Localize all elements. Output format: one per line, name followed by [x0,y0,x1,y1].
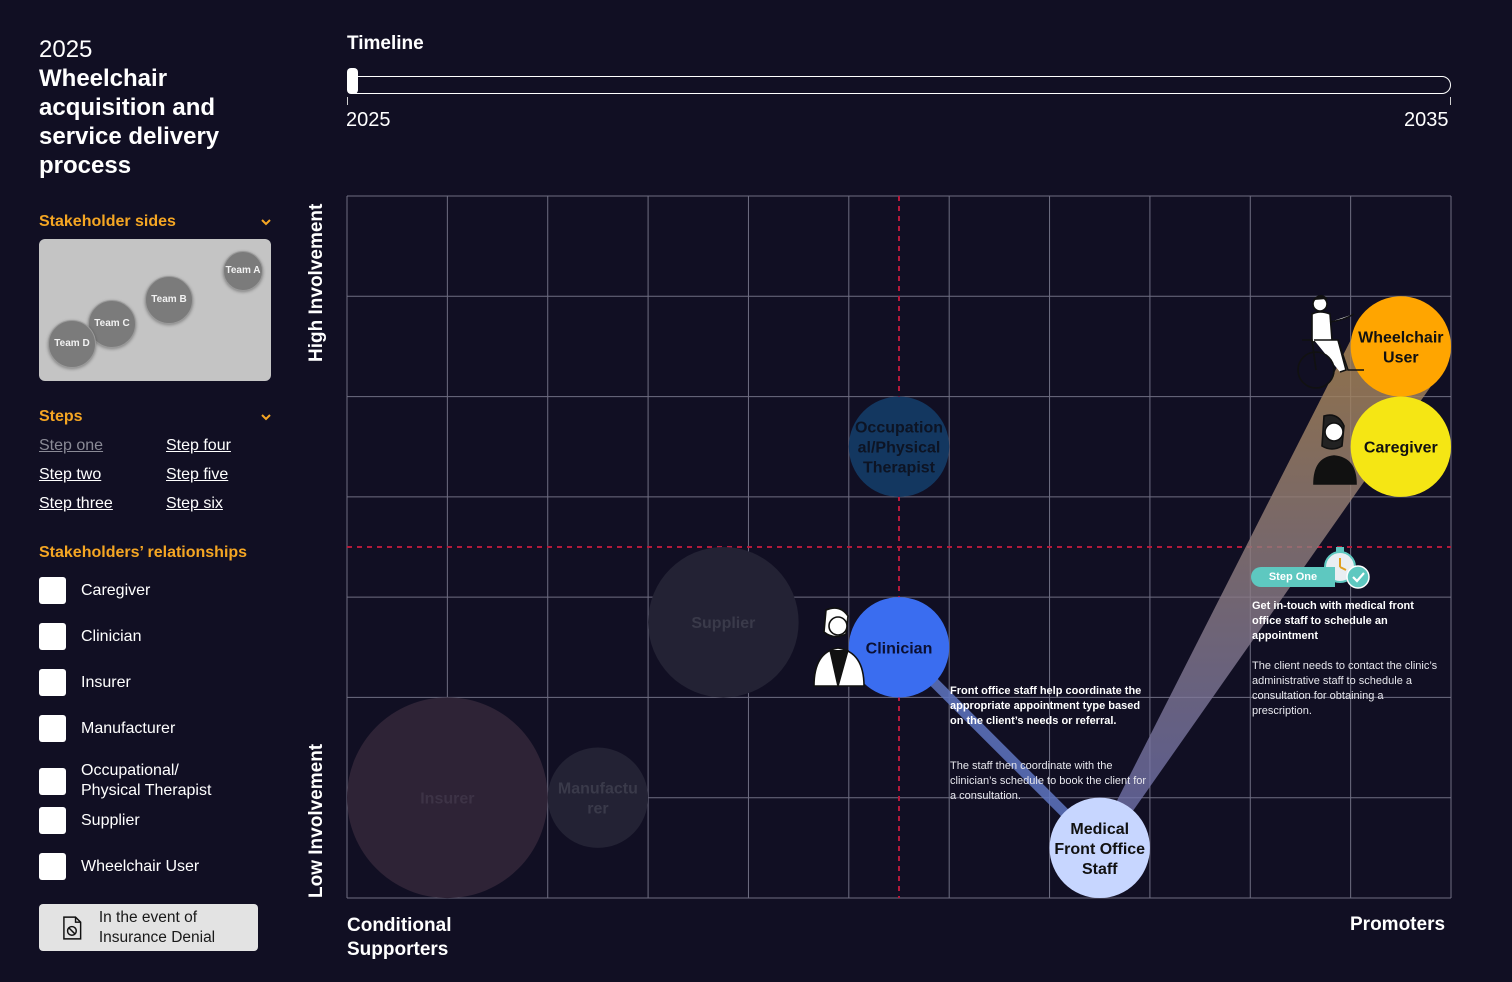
insurance-denial-button[interactable]: In the event of Insurance Denial [39,904,258,951]
relationship-supplier[interactable]: Supplier [39,807,231,834]
steps-toggle[interactable]: Steps [39,408,271,426]
chevron-down-icon [261,414,271,421]
bubble-circle [648,546,799,698]
therapist-checkbox[interactable] [39,767,66,795]
year-label: 2025 [39,36,93,63]
timeline-slider-handle[interactable] [347,68,358,94]
supplier-label: Supplier [81,811,140,829]
step-one-annotation-heading: Get in-touch with medical front office s… [1252,600,1414,642]
insurer-checkbox[interactable] [39,669,66,696]
stakeholder-sides-heading: Stakeholder sides [39,213,176,230]
x-axis-right-label: Promoters [1350,914,1446,935]
timeline-end-label: 2035 [1404,109,1449,131]
clinician-label: Clinician [81,627,142,645]
timeline-start-label: 2025 [346,109,391,131]
bubble-label: Supplier [691,615,755,632]
team-b-bubble[interactable]: Team B [145,276,193,324]
timeline-start-tick [347,97,348,105]
step-five-link[interactable]: Step five [166,466,229,483]
relationship-caregiver[interactable]: Caregiver [39,577,231,604]
relationship-therapist[interactable]: Occupational/ Physical Therapist [39,761,231,801]
bubble-label: Staff [1082,861,1118,878]
relationship-manufacturer[interactable]: Manufacturer [39,715,231,742]
therapist-label: Occupational/ Physical Therapist [81,762,212,799]
bubble-label: al/Physical [858,440,941,457]
bubble-insurer[interactable]: Insurer [347,697,548,899]
bubble-circle [848,396,950,497]
relationship-insurer[interactable]: Insurer [39,669,231,696]
front-office-annotation-body: The staff then coordinate with the clini… [950,760,1147,802]
relationship-clinician[interactable]: Clinician [39,623,231,650]
bubble-circle [1049,797,1150,899]
bubble-label: Front Office [1054,841,1145,858]
relationships-heading: Stakeholders’ relationships [39,544,248,561]
bubble-label: Manufactu [558,781,638,798]
step-three-link[interactable]: Step three [39,495,113,512]
team-a-bubble[interactable]: Team A [223,251,263,291]
bubble-caregiver[interactable]: Caregiver [1350,396,1452,497]
step-four-link[interactable]: Step four [166,437,231,454]
bubble-label: Occupation [855,420,943,437]
bubble-wheelchair-user[interactable]: Wheelchair User [1350,296,1452,397]
step-one-link[interactable]: Step one [39,437,104,454]
manufacturer-checkbox[interactable] [39,715,66,742]
relationship-wheelchair-user[interactable]: Wheelchair User [39,853,231,880]
bubble-label: Clinician [866,640,933,657]
team-d-bubble[interactable]: Team D [48,320,96,368]
steps-heading: Steps [39,408,83,425]
chart-grid [346,195,1452,899]
bubble-occupational-physical-therapist[interactable]: Occupation al/Physical Therapist [848,396,950,497]
bubble-label: rer [587,801,608,818]
team-c-bubble[interactable]: Team C [88,300,136,348]
bubble-label: User [1383,349,1419,366]
bubble-label: Medical [1070,821,1129,838]
bubble-label: Insurer [420,791,474,808]
y-axis-low-label: Low Involvement [306,743,327,898]
bubble-label: Caregiver [1364,440,1438,457]
step-one-annotation-body: The client needs to contact the clinic’s… [1252,660,1438,717]
document-block-icon [63,915,82,940]
stakeholder-sides-panel: Team A Team B Team C Team D [39,239,271,381]
timeline-title: Timeline [347,33,424,54]
clinician-illustration [813,607,865,687]
insurer-label: Insurer [81,673,131,691]
bubble-layer: Wheelchair User Caregiver Occupation al/Phys… [347,296,1452,899]
x-axis-left-label: Conditional Supporters [347,915,452,960]
supplier-checkbox[interactable] [39,807,66,834]
clinician-checkbox[interactable] [39,623,66,650]
timeline-end-tick [1450,97,1451,105]
step-six-link[interactable]: Step six [166,495,223,512]
bubble-circle [1350,396,1452,497]
bubble-label: Wheelchair [1358,329,1443,346]
bubble-medical-front-office-staff[interactable]: Medical Front Office Staff [1049,797,1150,899]
page-title: Wheelchair acquisition and service deliv… [39,65,220,179]
connection-beam [895,643,1104,852]
bubble-supplier[interactable]: Supplier [648,546,799,698]
bubble-circle [1350,296,1452,397]
stakeholder-sides-toggle[interactable]: Stakeholder sides [39,213,271,231]
manufacturer-label: Manufacturer [81,719,176,737]
chevron-down-icon [261,219,271,226]
step-two-link[interactable]: Step two [39,466,102,483]
caregiver-checkbox[interactable] [39,577,66,604]
bubble-manufacturer[interactable]: Manufactu rer [547,747,649,848]
wheelchair-user-checkbox[interactable] [39,853,66,880]
wheelchair-user-label: Wheelchair User [81,857,200,875]
timeline-track[interactable] [347,76,1451,94]
bubble-circle [347,697,548,899]
caregiver-illustration [1313,414,1357,485]
caregiver-label: Caregiver [81,581,151,599]
wheelchair-user-illustration [1297,294,1364,389]
bubble-circle [547,747,649,848]
front-office-annotation-heading: Front office staff help coordinate the a… [950,685,1142,727]
bubble-circle [848,597,950,698]
y-axis-high-label: High Involvement [306,203,327,362]
step-one-badge[interactable]: Step One [1251,567,1335,587]
bubble-label: Therapist [863,460,936,477]
bubble-clinician[interactable]: Clinician [848,597,950,698]
insurance-denial-label: In the event of Insurance Denial [98,908,216,946]
